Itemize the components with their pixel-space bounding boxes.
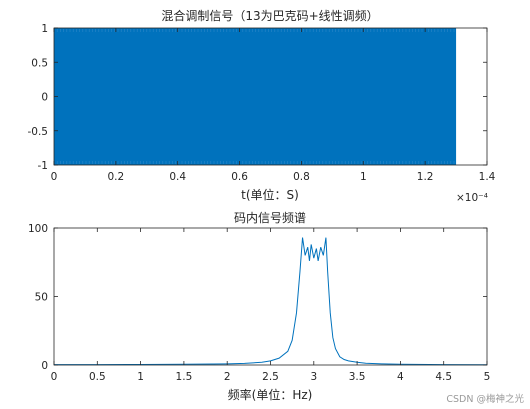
top-signal-band <box>54 28 457 165</box>
y-tick-label: 0 <box>41 360 48 372</box>
x-tick-label: 4.5 <box>435 371 452 383</box>
x-tick-label: 0.5 <box>89 371 106 383</box>
x-tick-label: 1.2 <box>417 171 434 183</box>
x-tick-label: 0.6 <box>231 171 248 183</box>
x-tick-label: 4 <box>397 371 404 383</box>
top-signal-texture <box>53 29 455 164</box>
y-tick-label: -0.5 <box>28 126 49 138</box>
y-tick-label: 0 <box>41 92 48 104</box>
x-tick-label: 1.5 <box>176 371 193 383</box>
x-tick-label: 0 <box>51 371 58 383</box>
x-tick-label: 0.8 <box>293 171 310 183</box>
bottom-title: 码内信号频谱 <box>234 211 306 225</box>
top-x-exponent: ×10⁻⁴ <box>456 192 488 204</box>
y-tick-label: -1 <box>38 160 48 172</box>
x-tick-label: 0.2 <box>108 171 125 183</box>
bottom-x-label: 频率(单位：Hz) <box>228 387 313 402</box>
x-tick-label: 5 <box>484 371 491 383</box>
watermark: CSDN @梅神之光 <box>446 393 524 405</box>
x-tick-label: 1 <box>137 371 144 383</box>
y-tick-label: 0.5 <box>31 57 48 69</box>
y-tick-label: 100 <box>28 223 48 235</box>
x-tick-label: 3.5 <box>349 371 366 383</box>
x-tick-label: 1 <box>360 171 367 183</box>
x-tick-label: 1.4 <box>479 171 496 183</box>
x-tick-label: 3 <box>310 371 317 383</box>
chart-top: 混合调制信号（13为巴克码+线性调频） 0 0.2 0.4 0.6 0.8 1 1.2 1.4… <box>28 8 496 204</box>
x-tick-label: 0.4 <box>169 171 186 183</box>
chart-bottom: 码内信号频谱 0 0.5 1 1.5 2 2.5 3 3.5 4 4.5 5 100 50 0 频率(单… <box>28 211 490 402</box>
x-tick-label: 2 <box>224 371 231 383</box>
top-y-ticks: 1 0.5 0 -0.5 -1 <box>28 23 487 172</box>
y-tick-label: 50 <box>35 292 48 304</box>
bottom-y-ticks: 100 50 0 <box>28 223 487 372</box>
top-x-label: t(单位：S) <box>241 187 299 202</box>
x-tick-label: 2.5 <box>262 371 279 383</box>
top-title: 混合调制信号（13为巴克码+线性调频） <box>161 8 378 23</box>
spectrum-line <box>54 237 488 366</box>
x-tick-label: 0 <box>51 171 58 183</box>
bottom-axes-box <box>53 227 488 366</box>
bottom-x-ticks: 0 0.5 1 1.5 2 2.5 3 3.5 4 4.5 5 <box>51 228 491 383</box>
y-tick-label: 1 <box>41 23 48 35</box>
top-x-ticks: 0 0.2 0.4 0.6 0.8 1 1.2 1.4 <box>51 28 496 183</box>
